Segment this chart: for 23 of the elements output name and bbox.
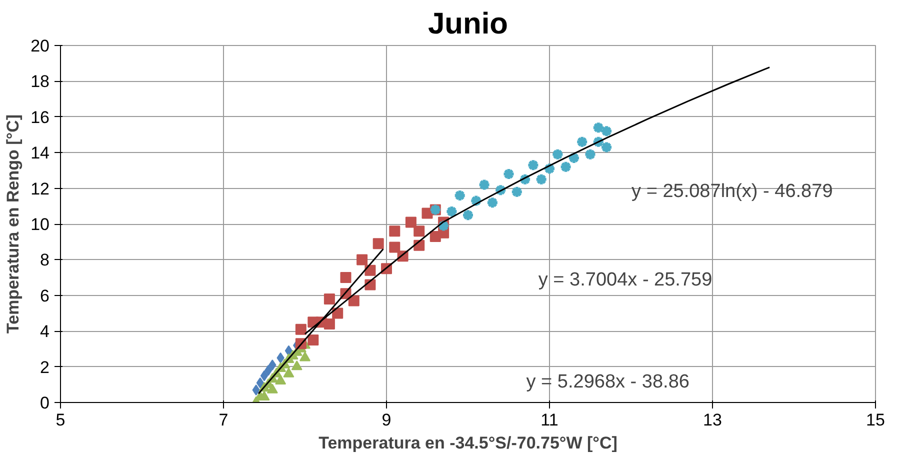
y-tick-label: 18: [30, 72, 50, 92]
y-axis-title: Temperatura en Rengo [°C]: [4, 114, 23, 334]
annotation: y = 25.087ln(x) - 46.879: [632, 181, 833, 202]
x-tick-label: 15: [866, 410, 885, 430]
y-tick-label: 16: [30, 108, 50, 127]
y-tick-label: 6: [40, 286, 50, 306]
x-axis-title: Temperatura en -34.5°S/-70.75°W [°C]: [318, 434, 618, 452]
annotation: y = 3.7004x - 25.759: [538, 270, 712, 291]
y-tick-label: 20: [30, 36, 50, 56]
x-tick-label: 11: [540, 410, 558, 430]
y-tick-label: 0: [40, 394, 50, 412]
x-tick-label: 13: [703, 410, 722, 430]
y-tick-label: 2: [40, 358, 50, 377]
y-tick-label: 12: [30, 179, 50, 198]
chart-title: Junio: [428, 8, 508, 40]
y-tick-label: 8: [40, 250, 50, 270]
y-tick-label: 10: [30, 215, 50, 234]
y-tick-label: 14: [30, 144, 50, 163]
annotation: y = 5.2968x - 38.86: [526, 372, 690, 393]
x-tick-label: 9: [382, 410, 392, 430]
y-tick-label: 4: [40, 322, 50, 342]
x-tick-label: 7: [218, 410, 228, 430]
x-tick-label: 5: [56, 410, 66, 430]
